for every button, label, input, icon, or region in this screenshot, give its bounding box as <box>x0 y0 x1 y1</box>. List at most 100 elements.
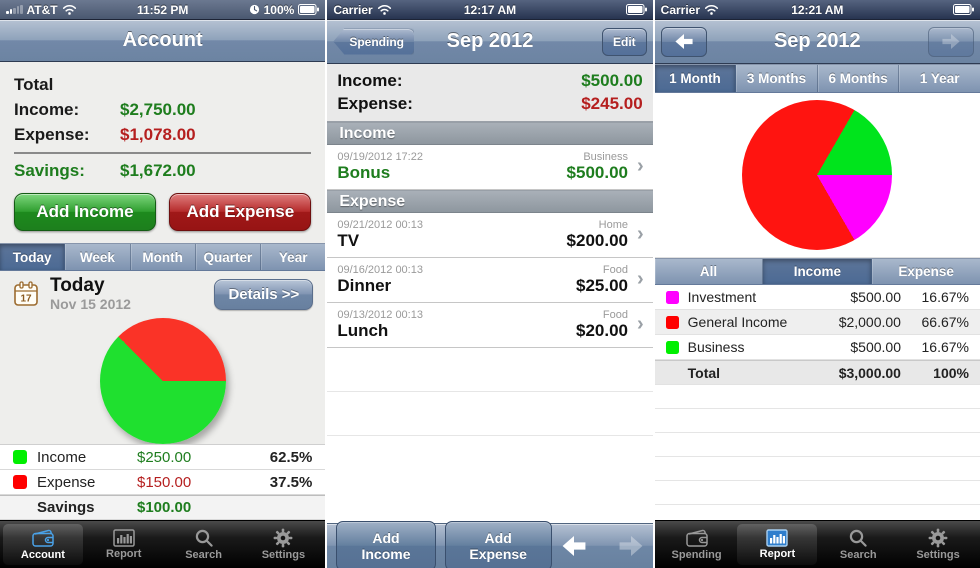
tab-report[interactable]: Report <box>737 524 818 565</box>
previous-month-button[interactable] <box>660 26 707 57</box>
tab-expense[interactable]: Expense <box>872 259 980 284</box>
add-income-button[interactable]: Add Income <box>14 193 156 231</box>
category-name: Investment <box>687 289 757 305</box>
page-title: Sep 2012 <box>773 30 861 52</box>
signal-strength-icon <box>6 5 23 14</box>
expense-label: Expense: <box>337 93 413 113</box>
transaction-category: Food <box>602 309 628 321</box>
tab-account[interactable]: Account <box>3 524 83 565</box>
legend-row-expense: Expense $150.00 37.5% <box>0 470 326 495</box>
svg-text:17: 17 <box>20 294 32 305</box>
transaction-amount: $500.00 <box>566 163 628 182</box>
legend-row-income: Income $250.00 62.5% <box>0 445 326 470</box>
swatch-spacer <box>13 501 27 515</box>
arrow-left-icon <box>675 34 693 49</box>
income-value: $500.00 <box>581 70 643 90</box>
income-label: Income: <box>14 99 80 119</box>
transaction-row-tv[interactable]: 09/21/2012 00:13 TV Home $200.00 › <box>327 213 653 258</box>
status-bar: AT&T 11:52 PM 100% <box>0 0 326 20</box>
status-time: 11:52 PM <box>136 2 189 17</box>
summary-divider <box>14 152 312 154</box>
tab-settings[interactable]: Settings <box>243 521 323 568</box>
battery-icon <box>298 4 320 15</box>
transaction-row-dinner[interactable]: 09/16/2012 00:13 Dinner Food $25.00 › <box>327 258 653 303</box>
account-legend: Income $250.00 62.5% Expense $150.00 37.… <box>0 444 326 520</box>
chevron-right-icon: › <box>636 222 644 245</box>
empty-list-row <box>327 348 653 392</box>
tab-label: Search <box>185 549 222 561</box>
transaction-row-lunch[interactable]: 09/13/2012 00:13 Lunch Food $20.00 › <box>327 303 653 348</box>
alarm-clock-icon <box>249 4 259 15</box>
category-name: Business <box>687 339 745 355</box>
bottom-tab-bar: Spending Report Search Settings <box>654 520 980 568</box>
empty-list-row <box>654 385 980 409</box>
bottom-tab-bar: Account Report Search Settings <box>0 520 326 568</box>
wifi-icon <box>62 5 76 15</box>
business-swatch <box>665 340 679 354</box>
add-expense-button[interactable]: Add Expense <box>169 193 312 231</box>
tab-today[interactable]: Today <box>0 244 66 270</box>
tab-label: Search <box>839 549 877 561</box>
tab-label: Settings <box>261 549 306 561</box>
battery-percent: 100% <box>263 2 295 17</box>
tab-report[interactable]: Report <box>84 521 164 568</box>
tab-label: Report <box>106 548 142 560</box>
table-row-general-income[interactable]: General Income $2,000.00 66.67% <box>654 310 980 335</box>
tab-settings[interactable]: Settings <box>898 521 978 568</box>
table-row-business[interactable]: Business $500.00 16.67% <box>654 335 980 360</box>
tab-year[interactable]: Year <box>261 244 325 270</box>
category-percent: 16.67% <box>921 339 969 355</box>
search-icon <box>850 529 867 547</box>
total-label: Total <box>14 74 54 94</box>
tab-week[interactable]: Week <box>65 244 131 270</box>
transaction-date: 09/21/2012 00:13 <box>337 219 423 231</box>
period-tabs: Today Week Month Quarter Year <box>0 243 326 271</box>
next-month-arrow[interactable] <box>618 536 644 556</box>
previous-month-arrow[interactable] <box>561 536 587 556</box>
add-expense-button[interactable]: Add Expense <box>444 521 552 568</box>
legend-label: Income <box>37 448 87 466</box>
tab-income[interactable]: Income <box>763 259 873 284</box>
tab-search[interactable]: Search <box>164 521 244 568</box>
tab-search[interactable]: Search <box>818 521 898 568</box>
transaction-row-bonus[interactable]: 09/19/2012 17:22 Bonus Business $500.00 › <box>327 145 653 190</box>
transaction-amount: $25.00 <box>575 276 628 295</box>
wifi-icon <box>704 5 719 15</box>
tab-month[interactable]: Month <box>131 244 196 270</box>
tab-3-months[interactable]: 3 Months <box>736 65 818 92</box>
transaction-amount: $200.00 <box>566 231 628 250</box>
empty-list-row <box>654 457 980 481</box>
savings-value: $1,672.00 <box>120 160 196 180</box>
calendar-icon: 17 <box>14 281 38 306</box>
category-percent: 16.67% <box>921 289 969 305</box>
transaction-name: Bonus <box>337 163 391 182</box>
account-screen: AT&T 11:52 PM 100% Account Total Income:… <box>0 0 326 568</box>
tab-1-month[interactable]: 1 Month <box>654 65 737 92</box>
search-icon <box>195 529 213 547</box>
general-income-swatch <box>665 315 679 329</box>
bottom-toolbar: Add Income Add Expense <box>327 521 653 568</box>
details-button[interactable]: Details >> <box>214 278 314 310</box>
gear-icon <box>928 528 948 548</box>
transaction-category: Business <box>583 151 628 163</box>
add-income-button[interactable]: Add Income <box>336 521 436 568</box>
tab-quarter[interactable]: Quarter <box>196 244 262 270</box>
tab-6-months[interactable]: 6 Months <box>818 65 900 92</box>
battery-icon <box>952 4 974 15</box>
tab-all[interactable]: All <box>655 259 764 284</box>
wifi-icon <box>377 5 391 15</box>
total-amount: $3,000.00 <box>838 364 901 381</box>
arrow-right-icon <box>619 536 643 556</box>
next-month-button[interactable] <box>927 26 974 57</box>
tab-spending[interactable]: Spending <box>657 521 737 568</box>
spending-screen: Carrier 12:17 AM Spending Sep 2012 Edit … <box>327 0 653 568</box>
income-label: Income: <box>337 70 403 90</box>
report-pie-chart <box>742 100 893 250</box>
chevron-right-icon: › <box>636 312 644 335</box>
back-button-spending[interactable]: Spending <box>333 28 414 55</box>
table-row-investment[interactable]: Investment $500.00 16.67% <box>654 285 980 310</box>
page-title: Account <box>122 29 203 51</box>
legend-percent: 37.5% <box>269 473 313 491</box>
edit-button[interactable]: Edit <box>601 27 647 56</box>
tab-1-year[interactable]: 1 Year <box>899 65 980 92</box>
